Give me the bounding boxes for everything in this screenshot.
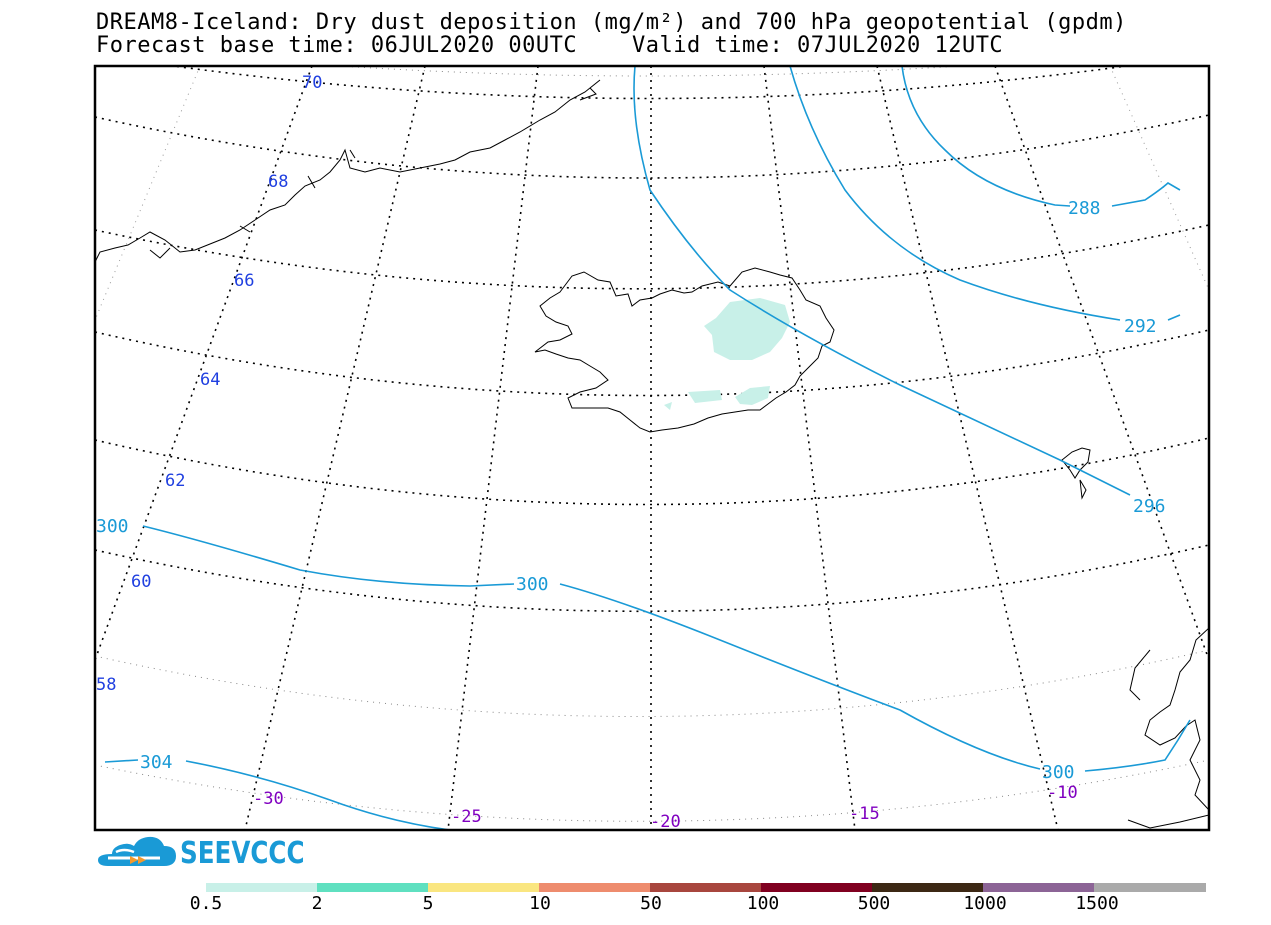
contour-label-292: 292 [1124, 316, 1157, 337]
colorbar-segment [650, 883, 761, 892]
colorbar-label: 1500 [1075, 893, 1119, 914]
colorbar-segment [317, 883, 428, 892]
faroe-islands [1061, 447, 1091, 500]
lon-label-minus10: -10 [1047, 783, 1078, 803]
colorbar-label: 2 [311, 893, 323, 914]
lat-label-66: 66 [234, 271, 254, 291]
colorbar [206, 883, 1206, 892]
contour-292 [789, 66, 1181, 321]
colorbar-label: 0.5 [189, 893, 223, 914]
contour-label-304: 304 [140, 752, 173, 773]
colorbar-segment [983, 883, 1094, 892]
colorbar-segment [539, 883, 650, 892]
lon-label-minus25: -25 [451, 807, 482, 827]
lat-label-64: 64 [200, 370, 220, 390]
lon-label-minus20: -20 [650, 812, 681, 832]
map-border [93, 64, 1211, 832]
contour-label-288: 288 [1068, 198, 1101, 219]
norway-coastline [1127, 627, 1209, 829]
colorbar-segment [428, 883, 539, 892]
colorbar-segment [206, 883, 317, 892]
longitude-gridlines [95, 66, 1209, 830]
colorbar-label: 5 [422, 893, 434, 914]
colorbar-label: 1000 [963, 893, 1007, 914]
logo-text: SEEVCCC [180, 836, 305, 871]
colorbar-label: 50 [640, 893, 662, 914]
iceland-coastline [534, 267, 835, 433]
longitude-gridlines-light [95, 66, 1209, 321]
lat-label-62: 62 [165, 471, 185, 491]
greenland-coastline [95, 79, 601, 263]
lat-label-70: 70 [302, 73, 322, 93]
colorbar-segment [872, 883, 983, 892]
colorbar-label: 500 [857, 893, 891, 914]
geopotential-contours [104, 66, 1191, 830]
latitude-gridlines [95, 66, 1209, 613]
contour-label-300-mid: 300 [516, 574, 549, 595]
title-line-1: DREAM8-Iceland: Dry dust deposition (mg/… [96, 10, 1127, 35]
cloud-logo-icon [98, 836, 176, 866]
title-line-2: Forecast base time: 06JUL2020 00UTC Vali… [96, 33, 1004, 58]
colorbar-label: 10 [529, 893, 551, 914]
contour-label-300-east: 300 [1042, 762, 1075, 783]
contour-304 [104, 759, 451, 830]
lon-label-minus30: -30 [253, 789, 284, 809]
latitude-gridlines-light [95, 66, 1209, 822]
lat-label-60: 60 [131, 572, 151, 592]
contour-288 [901, 66, 1181, 207]
contour-296 [633, 66, 1131, 496]
colorbar-segment [761, 883, 872, 892]
contour-label-296: 296 [1133, 496, 1166, 517]
map-content [95, 66, 1209, 830]
lon-label-minus15: -15 [849, 804, 880, 824]
contour-label-300-west: 300 [96, 516, 129, 537]
lat-label-68: 68 [268, 172, 288, 192]
colorbar-segment [1094, 883, 1206, 892]
contour-300 [142, 525, 1191, 772]
colorbar-label: 100 [746, 893, 780, 914]
lat-label-58: 58 [96, 675, 116, 695]
